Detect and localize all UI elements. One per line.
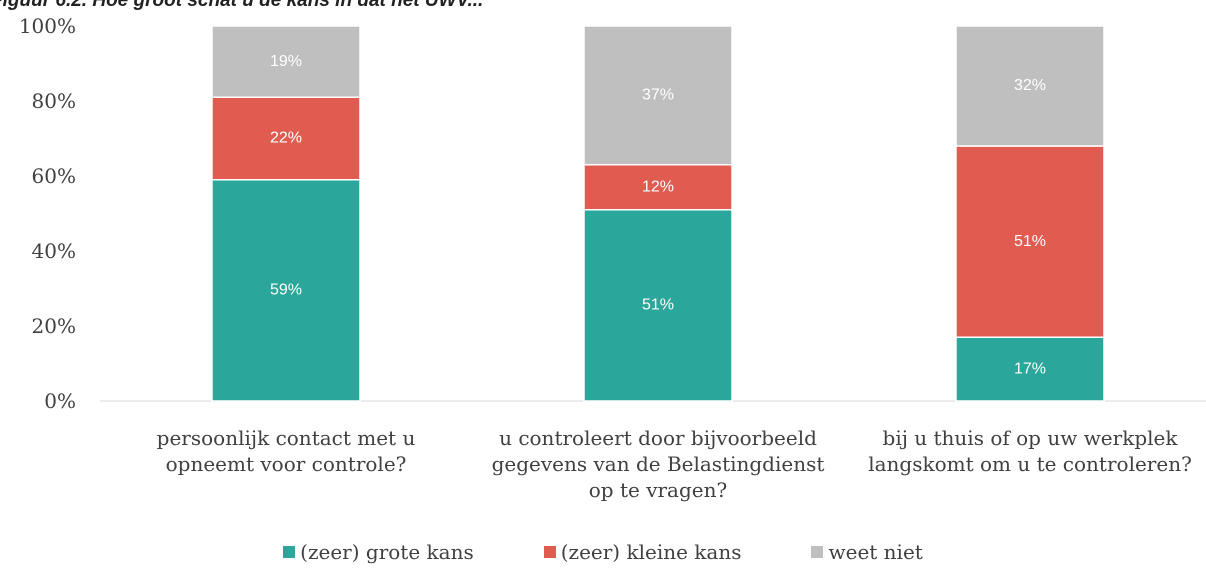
x-tick-label: persoonlijk contact met u opneemt voor c… <box>156 426 416 476</box>
y-tick-label: 40% <box>31 239 76 263</box>
value-label: 19% <box>270 53 302 70</box>
legend-swatch <box>543 546 556 558</box>
legend-label: weet niet <box>828 540 923 564</box>
legend: (zeer) grote kans (zeer) kleine kans weet … <box>0 540 1206 564</box>
legend-item: (zeer) grote kans <box>283 540 474 564</box>
y-tick-label: 20% <box>31 314 76 338</box>
legend-label: (zeer) kleine kans <box>560 540 742 564</box>
x-tick-label: bij u thuis of op uw werkplek langskomt … <box>868 426 1192 476</box>
value-label: 12% <box>642 178 674 195</box>
x-tick-label: u controleert door bijvoorbeeld gegevens… <box>491 426 825 502</box>
bar-segment <box>583 25 733 166</box>
y-tick-label: 60% <box>31 164 76 188</box>
y-tick-label: 0% <box>44 389 76 413</box>
legend-label: (zeer) grote kans <box>300 540 474 564</box>
y-tick-label: 100% <box>18 14 76 38</box>
legend-item: weet niet <box>811 540 923 564</box>
bar-segment <box>211 179 361 402</box>
bar-segment <box>211 25 361 98</box>
bar-segment <box>211 96 361 181</box>
value-label: 32% <box>1014 77 1046 94</box>
value-label: 51% <box>1014 233 1046 250</box>
bar-segment <box>955 25 1105 147</box>
chart-title: Figuur 6.2. Hoe groot schat u de kans in… <box>0 0 484 11</box>
legend-swatch <box>811 546 824 558</box>
value-label: 37% <box>642 87 674 104</box>
legend-swatch <box>283 546 296 558</box>
value-label: 17% <box>1014 360 1046 377</box>
value-label: 51% <box>642 297 674 314</box>
value-label: 59% <box>270 282 302 299</box>
y-tick-label: 80% <box>31 89 76 113</box>
value-label: 22% <box>270 130 302 147</box>
legend-item: (zeer) kleine kans <box>543 540 742 564</box>
